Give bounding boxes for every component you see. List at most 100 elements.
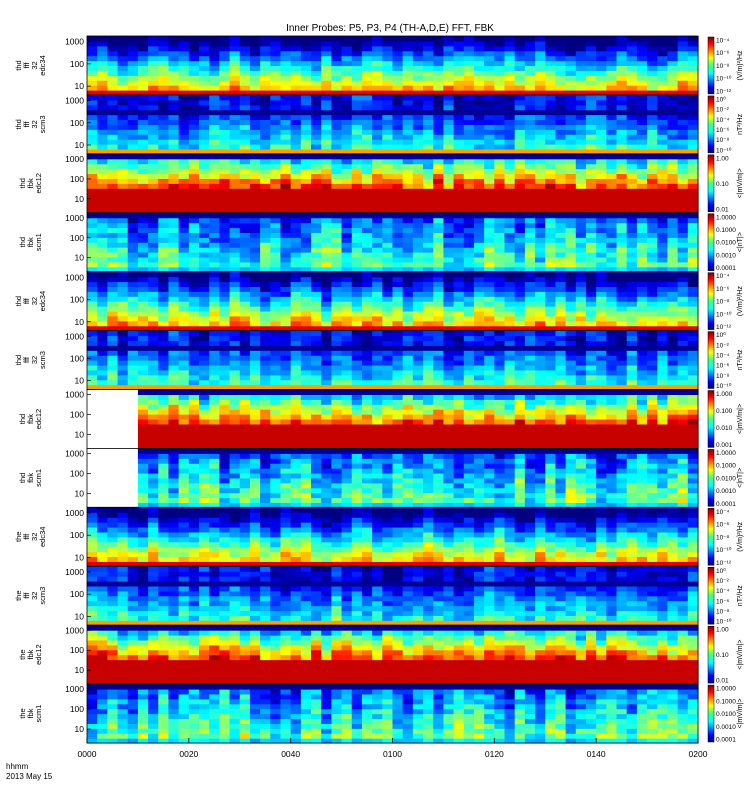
spectrogram-cell xyxy=(87,414,98,420)
spectrogram-cell xyxy=(402,222,414,229)
spectrogram-cell xyxy=(657,271,669,278)
spectrogram-cell xyxy=(270,271,282,278)
spectrogram-cell xyxy=(433,296,445,302)
spectrogram-cell xyxy=(97,320,108,327)
spectrogram-cell xyxy=(188,104,200,111)
spectrogram-cell xyxy=(188,65,200,71)
spectrogram-cell xyxy=(545,188,557,194)
spectrogram-cell xyxy=(626,222,638,229)
spectrogram-cell xyxy=(473,418,485,425)
spectrogram-cell xyxy=(616,139,628,145)
spectrogram-cell xyxy=(677,310,689,317)
spectrogram-cell xyxy=(341,50,353,57)
spectrogram-cell xyxy=(473,114,485,121)
spectrogram-cell xyxy=(443,173,455,179)
spectrogram-cell xyxy=(270,345,282,351)
spectrogram-cell xyxy=(484,286,495,292)
spectrogram-cell xyxy=(535,345,546,351)
spectrogram-cell xyxy=(249,438,261,445)
spectrogram-cell xyxy=(524,296,536,302)
spectrogram-cell xyxy=(158,222,170,229)
y-tick-label: 100 xyxy=(70,59,84,69)
spectrogram-cell xyxy=(575,104,587,111)
spectrogram-cell xyxy=(97,148,108,155)
spectrogram-cell xyxy=(168,237,180,243)
spectrogram-cell xyxy=(423,414,434,420)
spectrogram-cell xyxy=(107,198,119,204)
spectrogram-cell xyxy=(382,443,394,450)
spectrogram-cell xyxy=(596,193,607,199)
spectrogram-cell xyxy=(239,55,251,62)
spectrogram-cell xyxy=(626,50,638,57)
spectrogram-cell xyxy=(341,271,353,278)
spectrogram-cell xyxy=(188,355,200,361)
spectrogram-cell xyxy=(473,350,485,356)
spectrogram-cell xyxy=(463,202,475,209)
spectrogram-cell xyxy=(117,183,129,189)
spectrogram-cell xyxy=(555,418,567,425)
spectrogram-cell xyxy=(484,104,495,111)
spectrogram-cell xyxy=(137,374,149,381)
spectrogram-cell xyxy=(606,183,618,189)
spectrogram-cell xyxy=(545,50,557,57)
spectrogram-cell xyxy=(657,266,669,273)
spectrogram-cell xyxy=(351,360,363,366)
spectrogram-cell xyxy=(626,247,638,253)
spectrogram-cell xyxy=(331,94,343,101)
spectrogram-cell xyxy=(270,384,282,391)
spectrogram-cell xyxy=(300,237,312,243)
spectrogram-cell xyxy=(168,193,180,199)
spectrogram-cell xyxy=(453,291,465,297)
spectrogram-cell xyxy=(351,364,363,371)
spectrogram-cell xyxy=(178,173,190,179)
spectrogram-cell xyxy=(290,242,302,248)
spectrogram-cell xyxy=(545,423,557,430)
spectrogram-cell xyxy=(453,389,465,396)
spectrogram-cell xyxy=(677,173,689,179)
spectrogram-cell xyxy=(209,428,220,435)
spectrogram-cell xyxy=(565,198,577,204)
spectrogram-cell xyxy=(148,306,159,312)
spectrogram-cell xyxy=(545,227,557,233)
spectrogram-cell xyxy=(270,94,282,101)
spectrogram-cell xyxy=(484,217,495,224)
spectrogram-cell xyxy=(657,369,669,376)
spectrogram-cell xyxy=(657,119,669,125)
spectrogram-cell xyxy=(555,379,567,386)
spectrogram-cell xyxy=(249,296,261,302)
spectrogram-cell xyxy=(158,163,170,170)
spectrogram-cell xyxy=(504,85,516,91)
spectrogram-cell xyxy=(117,139,129,145)
spectrogram-cell xyxy=(473,320,485,327)
spectrogram-cell xyxy=(321,129,332,135)
spectrogram-cell xyxy=(555,134,567,140)
spectrogram-cell xyxy=(535,261,546,268)
spectrogram-cell xyxy=(443,212,455,219)
spectrogram-cell xyxy=(239,423,251,430)
spectrogram-cell xyxy=(392,399,404,405)
spectrogram-cell xyxy=(137,394,149,400)
spectrogram-cell xyxy=(321,404,332,410)
spectrogram-cell xyxy=(361,232,373,238)
spectrogram-cell xyxy=(341,404,353,410)
spectrogram-cell xyxy=(168,242,180,248)
spectrogram-cell xyxy=(107,242,119,248)
spectrogram-cell xyxy=(280,340,292,346)
spectrogram-cell xyxy=(667,364,679,371)
spectrogram-cell xyxy=(565,173,577,179)
spectrogram-cell xyxy=(168,315,180,322)
spectrogram-cell xyxy=(596,320,607,327)
spectrogram-cell xyxy=(372,144,383,150)
spectrogram-cell xyxy=(311,222,322,229)
spectrogram-cell xyxy=(260,369,271,376)
spectrogram-cell xyxy=(341,70,353,76)
spectrogram-cell xyxy=(433,384,445,391)
spectrogram-cell xyxy=(239,247,251,253)
spectrogram-cell xyxy=(178,423,190,430)
spectrogram-cell xyxy=(331,301,343,307)
spectrogram-cell xyxy=(117,306,129,312)
spectrogram-cell xyxy=(321,50,332,57)
spectrogram-cell xyxy=(545,173,557,179)
spectrogram-cell xyxy=(484,212,495,219)
spectrogram-cell xyxy=(178,335,190,341)
